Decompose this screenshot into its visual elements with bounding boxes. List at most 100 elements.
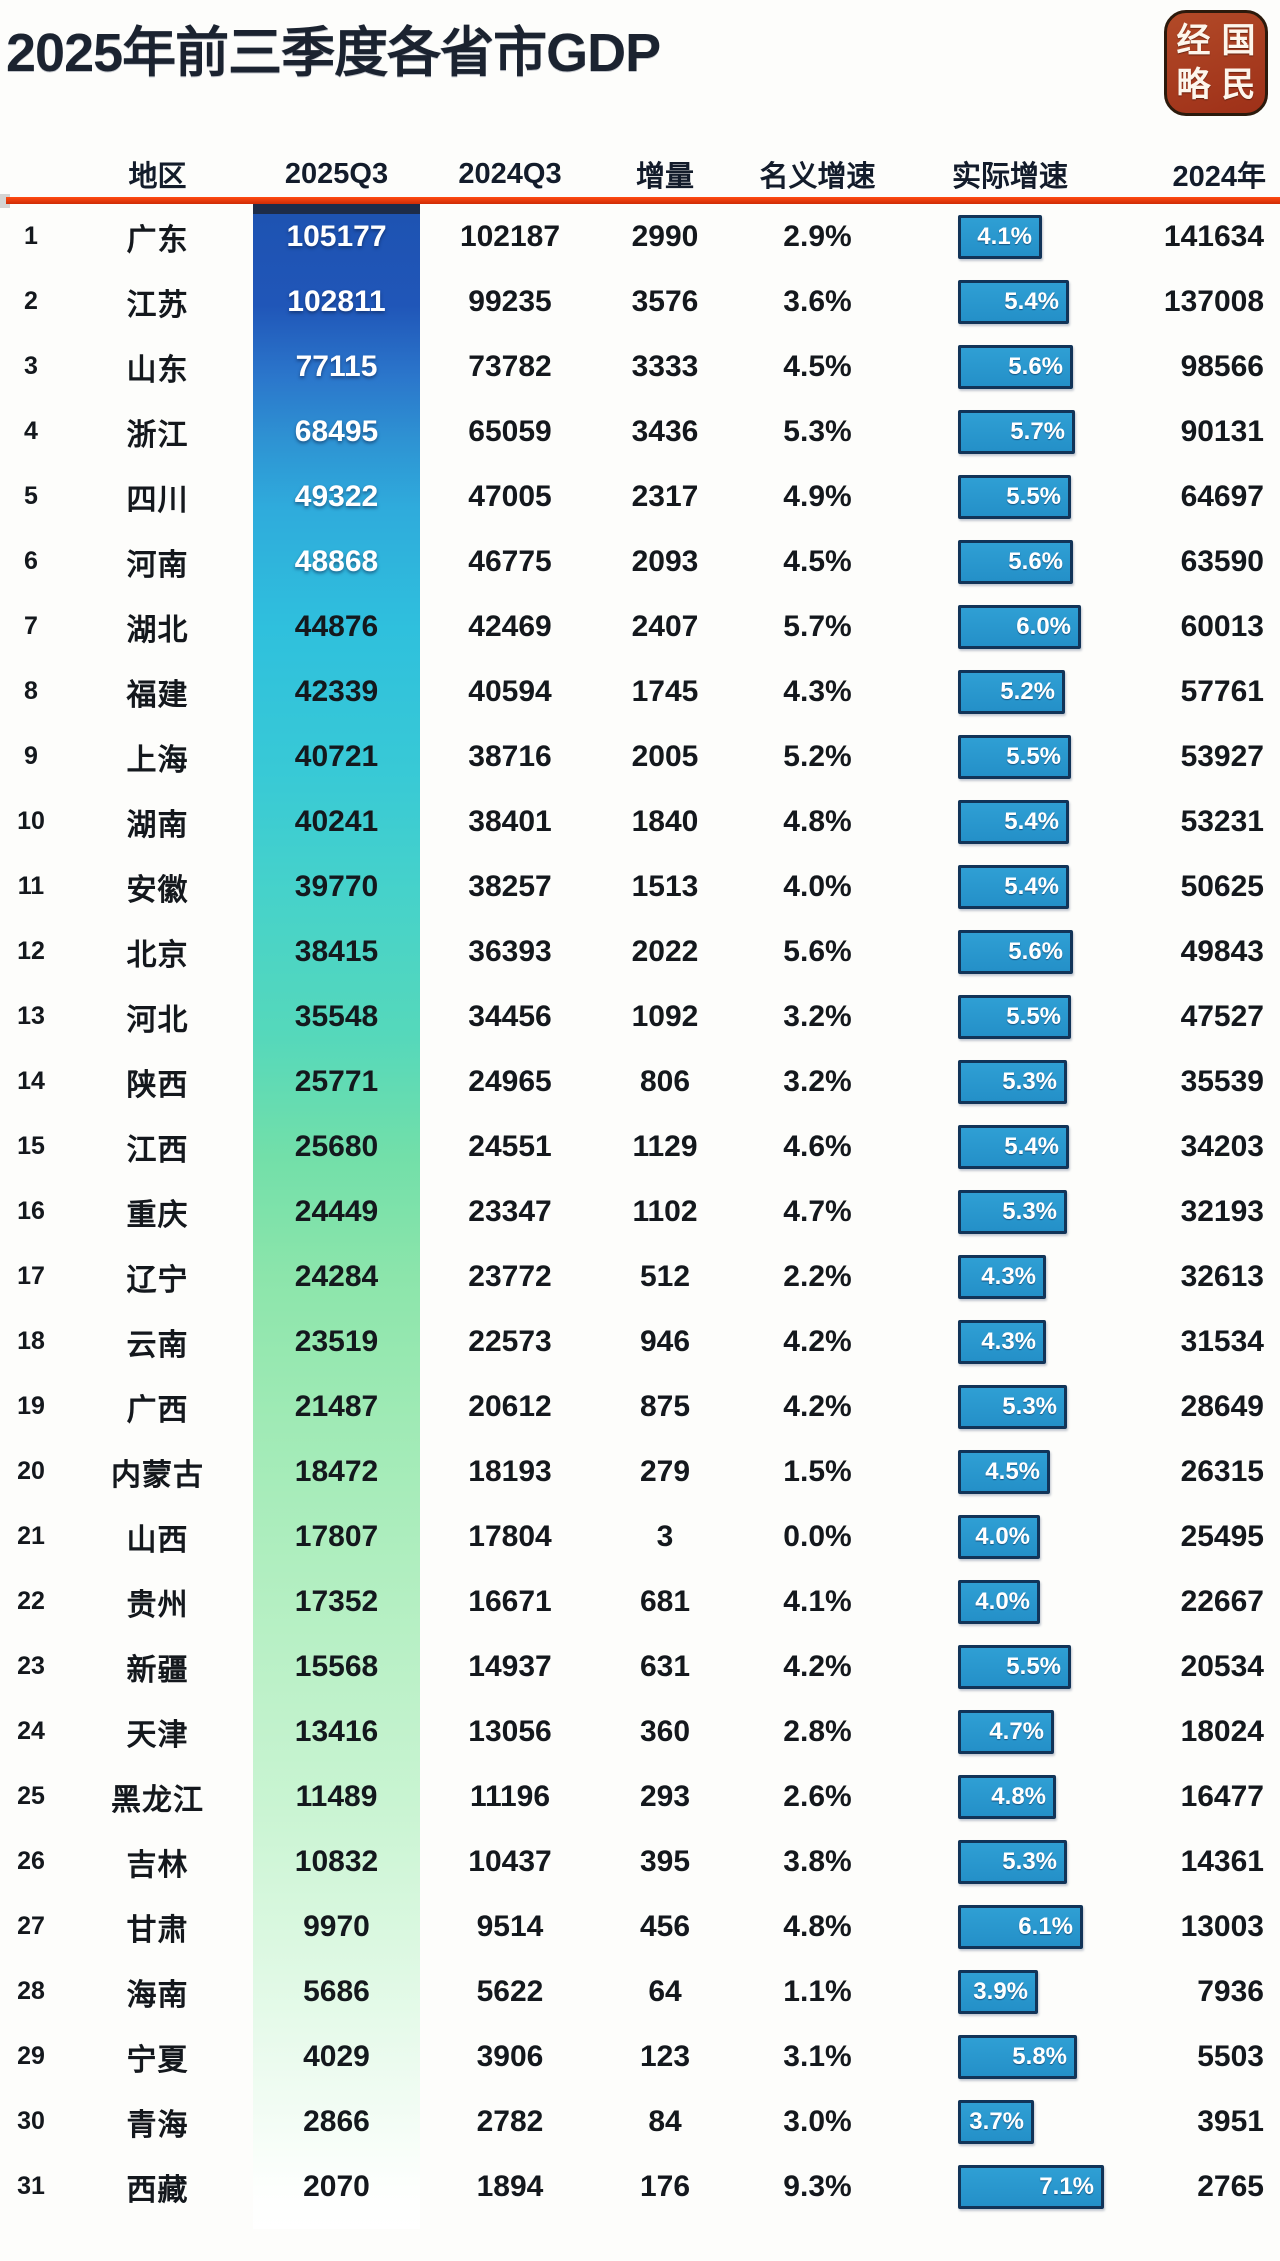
gdp-2024-year-cell: 28649: [1180, 1389, 1264, 1423]
delta-cell: 946: [639, 1324, 691, 1358]
rank-cell: 18: [17, 1327, 45, 1355]
nominal-growth-cell: 4.7%: [783, 1194, 852, 1228]
real-growth-badge: 5.4%: [958, 1124, 1069, 1169]
gdp-2024q3-cell: 17804: [468, 1519, 552, 1553]
real-growth-value: 4.8%: [991, 1782, 1046, 1810]
delta-cell: 2022: [631, 934, 699, 968]
rank-cell: 8: [24, 677, 38, 705]
real-growth-badge: 5.6%: [958, 344, 1073, 389]
gdp-2024q3-cell: 23347: [468, 1194, 552, 1228]
gdp-2024q3-cell: 18193: [468, 1454, 552, 1488]
real-growth-value: 4.3%: [981, 1262, 1036, 1290]
region-cell: 湖北: [126, 613, 189, 647]
table-row: 12 北京 38415 36393 2022 5.6% 5.6% 49843: [0, 919, 1280, 984]
gdp-2024-year-cell: 3951: [1197, 2104, 1264, 2138]
table-row: 30 青海 2866 2782 84 3.0% 3.7% 3951: [0, 2089, 1280, 2154]
table-row: 11 安徽 39770 38257 1513 4.0% 5.4% 50625: [0, 854, 1280, 919]
delta-cell: 3436: [631, 414, 699, 448]
real-growth-value: 5.4%: [1004, 1132, 1059, 1160]
nominal-growth-cell: 5.6%: [783, 934, 852, 968]
region-cell: 贵州: [126, 1588, 189, 1622]
delta-cell: 2990: [631, 219, 699, 253]
table-row: 5 四川 49322 47005 2317 4.9% 5.5% 64697: [0, 464, 1280, 529]
rank-cell: 7: [24, 612, 38, 640]
gdp-2024q3-cell: 40594: [468, 674, 552, 708]
delta-cell: 2407: [631, 609, 699, 643]
gdp-2024q3-cell: 65059: [468, 414, 552, 448]
delta-cell: 1840: [631, 804, 699, 838]
gdp-2024-year-cell: 16477: [1180, 1779, 1264, 1813]
nominal-growth-cell: 4.2%: [783, 1389, 852, 1423]
real-growth-cell: 5.2%: [905, 669, 1115, 714]
real-growth-badge: 5.5%: [958, 994, 1071, 1039]
real-growth-badge: 5.2%: [958, 669, 1065, 714]
gdp-2024-year-cell: 57761: [1180, 674, 1264, 708]
header-2025q3: 2025Q3: [284, 157, 389, 190]
nominal-growth-cell: 4.3%: [783, 674, 852, 708]
gdp-2024q3-cell: 24551: [468, 1129, 552, 1163]
real-growth-badge: 5.8%: [958, 2034, 1077, 2079]
nominal-growth-cell: 4.0%: [783, 869, 852, 903]
nominal-growth-cell: 4.6%: [783, 1129, 852, 1163]
rank-cell: 21: [17, 1522, 45, 1550]
gdp-2024q3-cell: 1894: [476, 2169, 544, 2203]
gdp-2024-year-cell: 22667: [1180, 1584, 1264, 1618]
nominal-growth-cell: 5.3%: [783, 414, 852, 448]
nominal-growth-cell: 0.0%: [783, 1519, 852, 1553]
real-growth-cell: 5.6%: [905, 344, 1115, 389]
gdp-2025q3-cell: 2866: [303, 2104, 370, 2138]
gdp-2025q3-cell: 25771: [294, 1064, 379, 1098]
rank-cell: 13: [17, 1002, 45, 1030]
real-growth-value: 5.5%: [1006, 1652, 1061, 1680]
rank-cell: 14: [17, 1067, 45, 1095]
nominal-growth-cell: 4.2%: [783, 1649, 852, 1683]
gdp-2024-year-cell: 35539: [1180, 1064, 1264, 1098]
real-growth-value: 5.5%: [1006, 742, 1061, 770]
real-growth-cell: 5.5%: [905, 474, 1115, 519]
region-cell: 北京: [126, 938, 189, 972]
rank-cell: 15: [17, 1132, 45, 1160]
gdp-2024-year-cell: 63590: [1180, 544, 1264, 578]
gdp-2024q3-cell: 47005: [468, 479, 552, 513]
rank-cell: 16: [17, 1197, 45, 1225]
nominal-growth-cell: 4.8%: [783, 804, 852, 838]
rank-cell: 19: [17, 1392, 45, 1420]
gdp-2025q3-cell: 13416: [294, 1714, 379, 1748]
q3-2025-gradient-band: [253, 204, 420, 2229]
gdp-2024q3-cell: 99235: [468, 284, 552, 318]
gdp-2024q3-cell: 5622: [476, 1974, 544, 2008]
gdp-2025q3-cell: 77115: [295, 349, 378, 383]
rank-cell: 9: [24, 742, 38, 770]
gdp-2025q3-cell: 17352: [294, 1584, 379, 1618]
real-growth-cell: 5.3%: [905, 1384, 1115, 1429]
real-growth-badge: 4.1%: [958, 214, 1042, 259]
real-growth-badge: 5.7%: [958, 409, 1075, 454]
table-row: 29 宁夏 4029 3906 123 3.1% 5.8% 5503: [0, 2024, 1280, 2089]
header-2024-year: 2024年: [1172, 161, 1266, 193]
gdp-2024-year-cell: 50625: [1180, 869, 1264, 903]
real-growth-value: 5.3%: [1002, 1847, 1057, 1875]
region-cell: 天津: [126, 1718, 189, 1752]
real-growth-value: 4.0%: [975, 1587, 1030, 1615]
table-row: 24 天津 13416 13056 360 2.8% 4.7% 18024: [0, 1699, 1280, 1764]
real-growth-badge: 5.5%: [958, 734, 1071, 779]
rank-cell: 6: [24, 547, 38, 575]
gdp-2024q3-cell: 3906: [476, 2039, 544, 2073]
real-growth-cell: 5.5%: [905, 994, 1115, 1039]
table-row: 10 湖南 40241 38401 1840 4.8% 5.4% 53231: [0, 789, 1280, 854]
real-growth-badge: 5.3%: [958, 1189, 1067, 1234]
gdp-2024-year-cell: 47527: [1180, 999, 1264, 1033]
delta-cell: 3576: [631, 284, 699, 318]
region-cell: 西藏: [126, 2173, 189, 2207]
logo-char-3: 略: [1176, 66, 1211, 104]
real-growth-value: 5.7%: [1010, 417, 1065, 445]
region-cell: 黑龙江: [111, 1783, 204, 1817]
nominal-growth-cell: 5.2%: [783, 739, 852, 773]
gdp-2025q3-cell: 40241: [294, 804, 379, 838]
real-growth-cell: 5.4%: [905, 279, 1115, 324]
gdp-2024q3-cell: 20612: [468, 1389, 552, 1423]
gdp-2024-year-cell: 25495: [1180, 1519, 1264, 1553]
table-row: 16 重庆 24449 23347 1102 4.7% 5.3% 32193: [0, 1179, 1280, 1244]
real-growth-badge: 3.7%: [958, 2099, 1034, 2144]
